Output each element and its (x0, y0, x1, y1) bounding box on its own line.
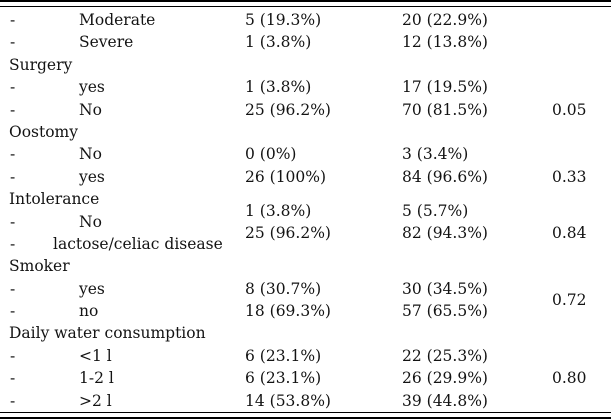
table-row: - 1-2 l 6 (23.1%) 26 (29.9%) 0.80 (0, 367, 611, 389)
row-label: 1-2 l (79, 369, 114, 388)
row-value-group2: 70 (81.5%) (402, 100, 488, 119)
row-bullet-dash: - (10, 33, 16, 52)
table-row: - yes 1 (3.8%) 17 (19.5%) (0, 76, 611, 98)
row-value-group2: 30 (34.5%) (402, 279, 488, 298)
row-bullet-dash: - (10, 100, 16, 119)
row-value-group2: 26 (29.9%) (402, 369, 488, 388)
row-bullet-dash: - (10, 167, 16, 186)
row-value-group2: 5 (5.7%) (402, 201, 469, 220)
row-p-value: 0.80 (552, 369, 587, 388)
row-label: No (79, 145, 102, 164)
row-value-group1: 14 (53.8%) (245, 391, 331, 410)
row-label: lactose/celiac disease (53, 234, 223, 253)
row-value-group1: 25 (96.2%) (245, 223, 331, 242)
table-row: - No 1 (3.8%) 5 (5.7%) (0, 202, 611, 233)
row-value-group2: 3 (3.4%) (402, 145, 469, 164)
row-bullet-dash: - (10, 369, 16, 388)
row-value-group2: 84 (96.6%) (402, 167, 488, 186)
row-bullet-dash: - (10, 78, 16, 97)
row-value-group2: 20 (22.9%) (402, 11, 488, 29)
row-p-value: 0.05 (552, 100, 587, 119)
row-label: yes (79, 78, 105, 97)
row-bullet-dash: - (10, 145, 16, 164)
table-row: - Moderate 5 (19.3%) 20 (22.9%) (0, 9, 611, 31)
row-label: Severe (79, 33, 134, 52)
row-value-group1: 25 (96.2%) (245, 100, 331, 119)
row-bullet-dash: - (10, 234, 16, 253)
row-value-group2: 57 (65.5%) (402, 302, 488, 321)
row-label: Surgery (9, 55, 73, 74)
row-value-group1: 5 (19.3%) (245, 11, 322, 29)
table-row: - lactose/celiac disease 25 (96.2%) 82 (… (0, 224, 611, 255)
row-label: >2 l (79, 391, 112, 410)
table-row: - no 18 (69.3%) 57 (65.5%) (0, 300, 611, 322)
row-value-group2: 12 (13.8%) (402, 33, 488, 52)
row-label: no (79, 302, 99, 321)
row-label: Daily water consumption (9, 324, 206, 343)
table-row: - yes 26 (100%) 84 (96.6%) 0.33 (0, 166, 611, 188)
table-row: - <1 l 6 (23.1%) 22 (25.3%) (0, 345, 611, 367)
row-label: No (79, 100, 102, 119)
row-value-group1: 6 (23.1%) (245, 346, 322, 365)
table-row: - No 25 (96.2%) 70 (81.5%) 0.05 (0, 99, 611, 121)
row-bullet-dash: - (10, 11, 16, 29)
row-p-value: 0.84 (552, 223, 587, 242)
row-p-value: 0.72 (552, 290, 587, 309)
row-value-group1: 1 (3.8%) (245, 33, 312, 52)
row-value-group2: 39 (44.8%) (402, 391, 488, 410)
row-bullet-dash: - (10, 391, 16, 410)
table-row: Oostomy (0, 121, 611, 143)
row-value-group2: 17 (19.5%) (402, 78, 488, 97)
row-label: Smoker (9, 257, 70, 276)
table-bottom-double-rule (0, 412, 611, 419)
table-row: - >2 l 14 (53.8%) 39 (44.8%) (0, 390, 611, 412)
table-row: Intolerance (0, 188, 611, 210)
row-label: Oostomy (9, 122, 79, 141)
table-row: Surgery (0, 54, 611, 76)
row-label: yes (79, 279, 105, 298)
row-value-group1: 1 (3.8%) (245, 78, 312, 97)
table-row: - No 0 (0%) 3 (3.4%) (0, 143, 611, 165)
row-value-group1: 0 (0%) (245, 145, 297, 164)
row-value-group1: 1 (3.8%) (245, 201, 312, 220)
row-value-group2: 82 (94.3%) (402, 223, 488, 242)
row-value-group1: 18 (69.3%) (245, 302, 331, 321)
row-value-group1: 8 (30.7%) (245, 279, 322, 298)
table-row: Smoker (0, 255, 611, 277)
table-body: - Moderate 5 (19.3%) 20 (22.9%) - Severe… (0, 7, 611, 412)
row-bullet-dash: - (10, 212, 16, 231)
row-value-group1: 26 (100%) (245, 167, 327, 186)
row-label: No (79, 212, 102, 231)
table-top-double-rule (0, 0, 611, 7)
row-bullet-dash: - (10, 302, 16, 321)
row-label: Intolerance (9, 190, 100, 209)
row-p-value: 0.33 (552, 167, 587, 186)
row-bullet-dash: - (10, 279, 16, 298)
row-label: <1 l (79, 346, 112, 365)
row-value-group1: 6 (23.1%) (245, 369, 322, 388)
table-row: - yes 8 (30.7%) 30 (34.5%) 0.72 (0, 278, 611, 309)
row-label: Moderate (79, 11, 156, 29)
table-row: - Severe 1 (3.8%) 12 (13.8%) (0, 31, 611, 53)
row-bullet-dash: - (10, 346, 16, 365)
row-value-group2: 22 (25.3%) (402, 346, 488, 365)
row-label: yes (79, 167, 105, 186)
table-row: Daily water consumption (0, 322, 611, 344)
